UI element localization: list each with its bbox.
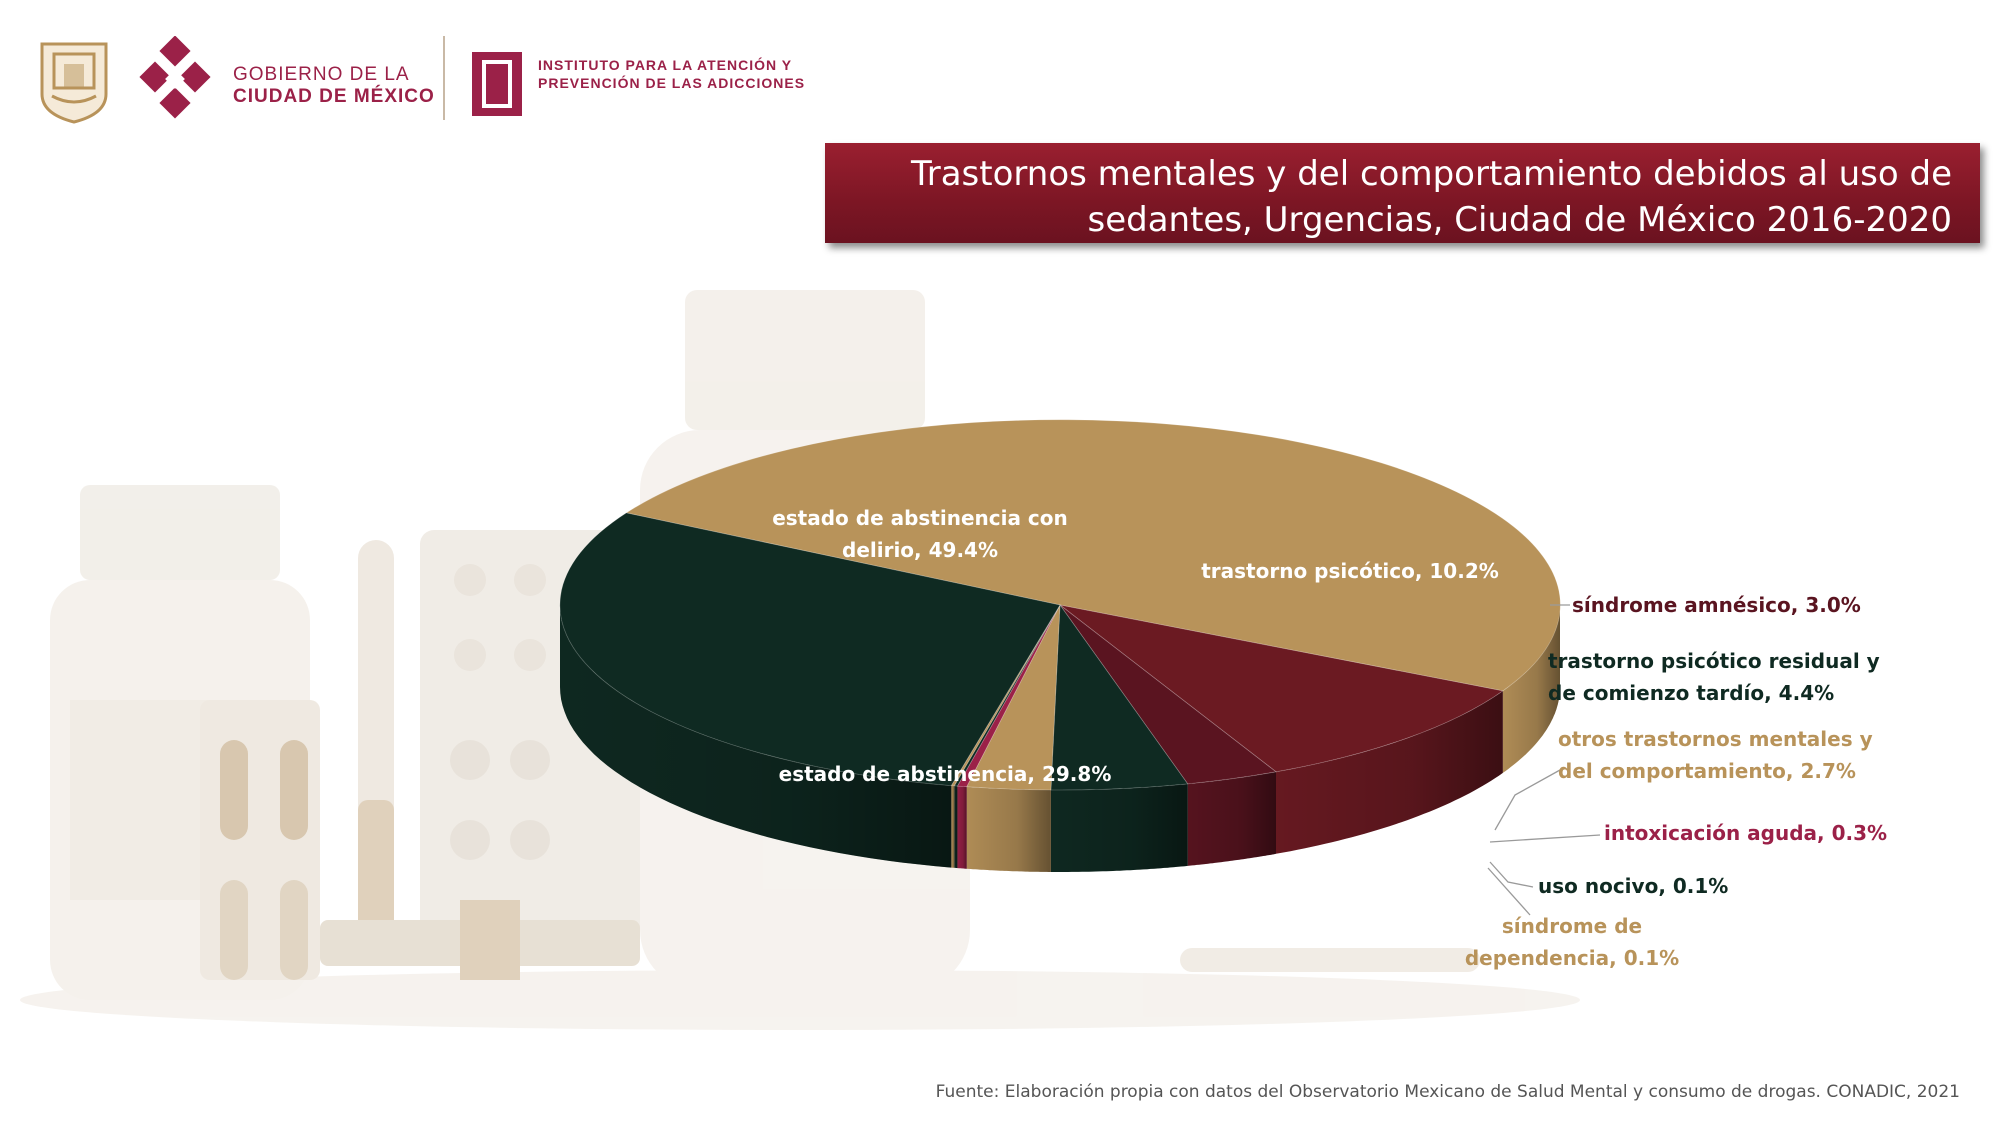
slice-label-line: uso nocivo, 0.1%	[1538, 874, 1728, 898]
city-shield-logo	[40, 42, 108, 124]
slice-label-0: estado de abstinencia con delirio, 49.4%	[772, 506, 1068, 562]
label-layer: estado de abstinencia con delirio, 49.4% t…	[772, 506, 1887, 970]
chart-title-banner: Trastornos mentales y del comportamiento…	[825, 143, 1980, 243]
chart-title-line2: sedantes, Urgencias, Ciudad de México 20…	[1087, 200, 1953, 240]
header: GOBIERNO DE LA CIUDAD DE MÉXICO INSTITUT…	[0, 0, 2000, 130]
government-name-line1: GOBIERNO DE LA	[233, 64, 410, 85]
pie-side-shade-8	[560, 605, 952, 868]
pie-side-shade-0	[1502, 605, 1560, 773]
slice-label-line: síndrome de	[1502, 914, 1642, 938]
leader-line-6	[1489, 861, 1534, 888]
pie-side-shade-4	[966, 786, 1051, 872]
pie-slice-5	[956, 604, 1061, 788]
pie-side-shade-6	[954, 785, 958, 869]
slice-label-line: estado de abstinencia, 29.8%	[779, 762, 1112, 786]
slice-label-5: intoxicación aguda, 0.3%	[1604, 821, 1887, 845]
pie-side-shade-1	[1276, 690, 1503, 854]
pie-slice-1	[1059, 604, 1504, 773]
pie-slice-0	[625, 419, 1561, 692]
slice-label-7: síndrome de dependencia, 0.1%	[1465, 914, 1679, 970]
pie-slice-2	[1059, 604, 1277, 785]
institute-name-line1: INSTITUTO PARA LA ATENCIÓN Y	[538, 57, 793, 73]
pie-side-shade-2	[1187, 771, 1276, 866]
pie-side-layer	[560, 605, 1560, 872]
slice-label-4: otros trastornos mentales y del comportam…	[1558, 727, 1873, 783]
pie-slice-6	[953, 604, 1061, 787]
slice-label-line: delirio, 49.4%	[842, 538, 998, 562]
pie-slice-3	[1050, 603, 1189, 791]
slice-label-line: trastorno psicótico, 10.2%	[1201, 559, 1499, 583]
pie-slice-7	[950, 604, 1061, 787]
leader-line-4	[1494, 769, 1561, 831]
pie-side-shade-3	[1050, 783, 1188, 872]
source-note: Fuente: Elaboración propia con datos del…	[935, 1082, 1960, 1102]
slice-label-3: trastorno psicótico residual y de comienz…	[1548, 649, 1880, 705]
pie-side-shade-5	[957, 786, 967, 869]
slice-label-6: uso nocivo, 0.1%	[1538, 874, 1728, 898]
institute-name-line2: PREVENCIÓN DE LAS ADICCIONES	[538, 75, 806, 91]
slice-label-line: otros trastornos mentales y	[1558, 727, 1873, 751]
header-divider	[443, 36, 445, 120]
slice-label-1: trastorno psicótico, 10.2%	[1201, 559, 1499, 583]
slice-label-2: síndrome amnésico, 3.0%	[1572, 593, 1861, 617]
leader-line-layer	[1487, 604, 1601, 916]
slice-label-line: intoxicación aguda, 0.3%	[1604, 821, 1887, 845]
slice-label-8: estado de abstinencia, 29.8%	[779, 762, 1112, 786]
leader-line-5	[1489, 834, 1601, 843]
iapa-logo-icon	[472, 52, 522, 116]
slice-label-line: del comportamiento, 2.7%	[1558, 759, 1856, 783]
chart-title-line1: Trastornos mentales y del comportamiento…	[910, 154, 1952, 194]
pie-slice-8	[559, 512, 1061, 787]
slice-label-line: síndrome amnésico, 3.0%	[1572, 593, 1861, 617]
pie-top-layer	[559, 419, 1561, 791]
slice-label-line: trastorno psicótico residual y	[1548, 649, 1880, 673]
cdmx-logo-icon	[139, 36, 211, 119]
slice-label-line: de comienzo tardío, 4.4%	[1548, 681, 1834, 705]
leader-line-7	[1487, 867, 1531, 916]
pie-slice-4	[966, 604, 1061, 791]
slice-label-line: estado de abstinencia con	[772, 506, 1068, 530]
slice-label-line: dependencia, 0.1%	[1465, 946, 1679, 970]
government-name-line2: CIUDAD DE MÉXICO	[233, 86, 435, 107]
pie-side-shade-7	[951, 785, 955, 868]
